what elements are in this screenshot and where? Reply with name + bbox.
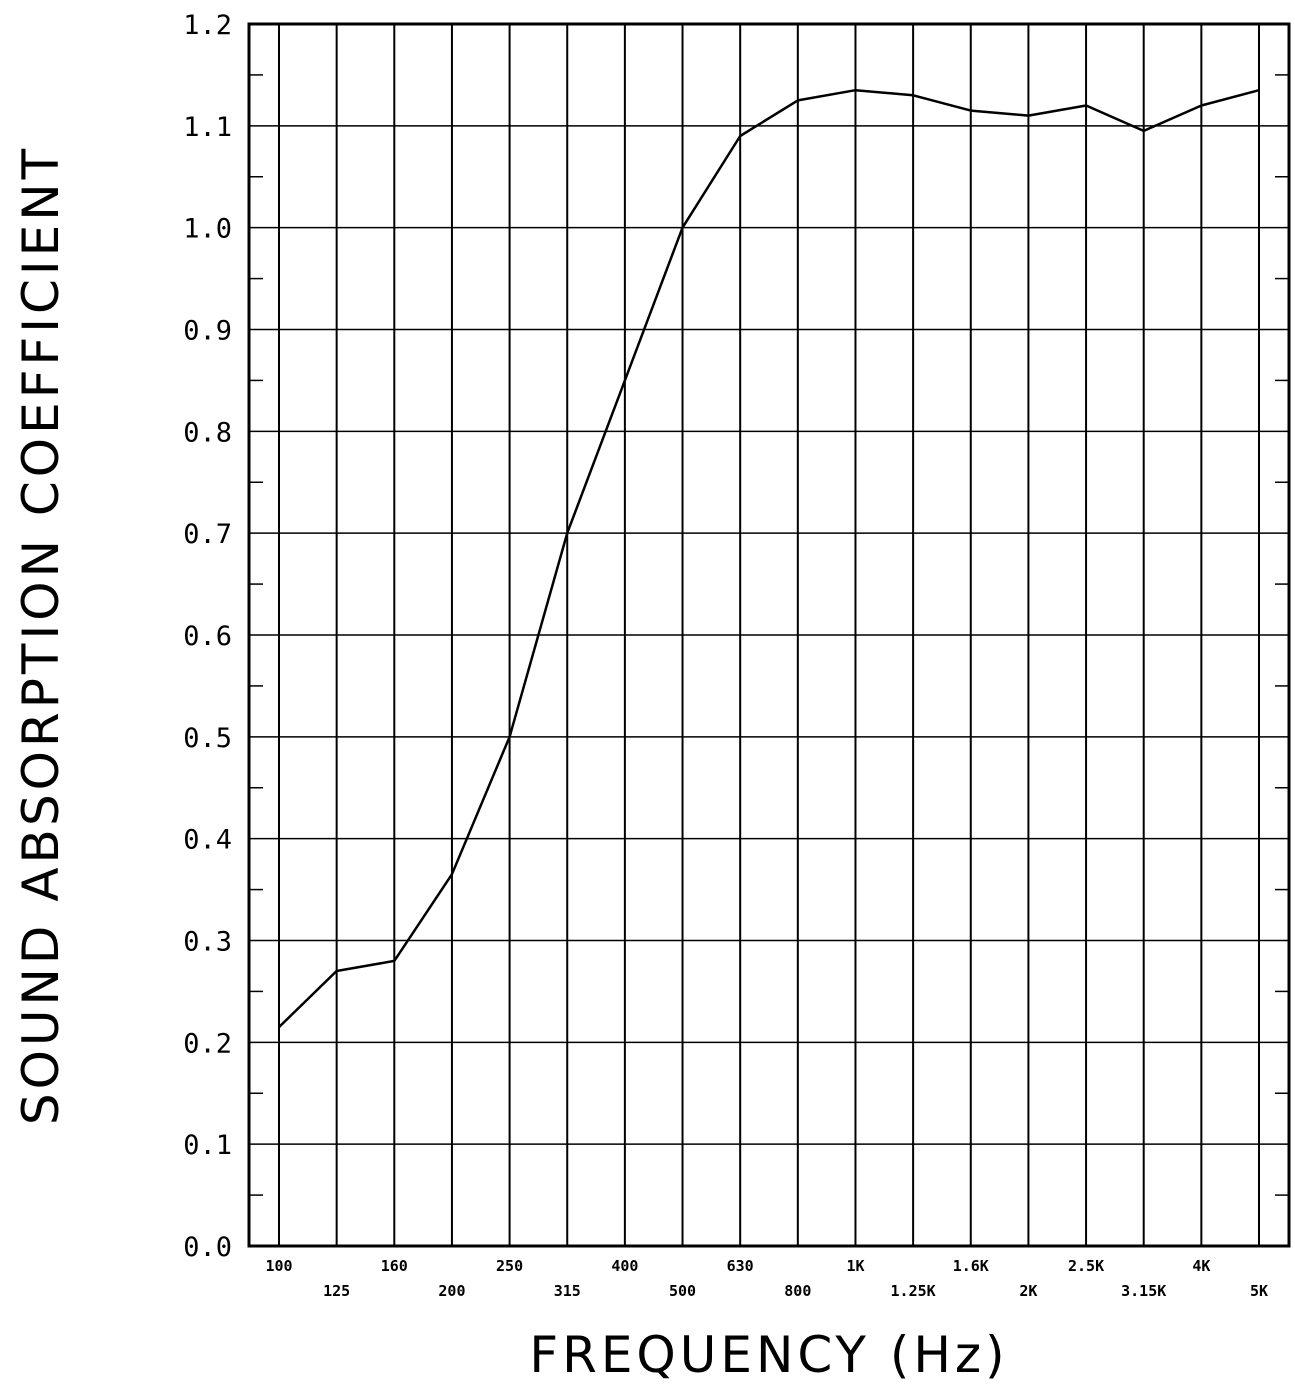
x-tick-label: 3.15K [1121,1282,1166,1300]
x-tick-label: 160 [381,1257,408,1275]
series-line [278,88,1260,1028]
plot-frame [247,22,1291,1248]
x-tick-label: 800 [784,1282,811,1300]
y-tick-label: 0.1 [183,1130,232,1161]
grid [249,23,1289,1247]
y-tick-labels: 0.0 0.1 0.2 0.3 0.4 0.5 0.6 0.7 0.8 0.9 1.0 1.1 1.2 [183,10,232,1263]
y-tick-label: 0.9 [183,316,232,347]
x-tick-label: 1K [846,1257,864,1275]
y-tick-label: 0.8 [183,417,232,448]
x-tick-label: 4K [1192,1257,1210,1275]
series-layer [278,88,1260,1028]
y-tick-label: 0.7 [183,519,232,550]
x-tick-label: 2K [1019,1282,1037,1300]
x-tick-label: 500 [669,1282,696,1300]
x-tick-labels: 100 125 160 200 250 315 400 500 630 800 1K 1.25K 1.6… [265,1257,1268,1300]
y-axis-title: SOUND ABSORPTION COEFFICIENT [12,145,70,1125]
x-tick-label: 630 [727,1257,754,1275]
x-tick-label: 2.5K [1068,1257,1104,1275]
x-tick-label: 315 [554,1282,581,1300]
y-tick-label: 0.6 [183,621,232,652]
x-tick-label: 125 [323,1282,350,1300]
y-tick-label: 1.1 [183,112,232,143]
y-tick-label: 1.2 [183,10,232,41]
x-tick-label: 250 [496,1257,523,1275]
x-tick-label: 200 [438,1282,465,1300]
y-tick-label: 0.4 [183,825,232,856]
x-tick-label: 100 [265,1257,292,1275]
x-axis-title: FREQUENCY (Hz) [529,1326,1008,1384]
x-tick-label: 5K [1250,1282,1268,1300]
y-tick-label: 1.0 [183,214,232,245]
y-tick-label: 0.0 [183,1232,232,1263]
y-tick-label: 0.3 [183,927,232,958]
x-tick-label: 1.6K [953,1257,989,1275]
x-tick-label: 400 [611,1257,638,1275]
y-tick-label: 0.5 [183,723,232,754]
minor-ticks [249,74,1289,1196]
y-tick-label: 0.2 [183,1028,232,1059]
x-tick-label: 1.25K [891,1282,936,1300]
